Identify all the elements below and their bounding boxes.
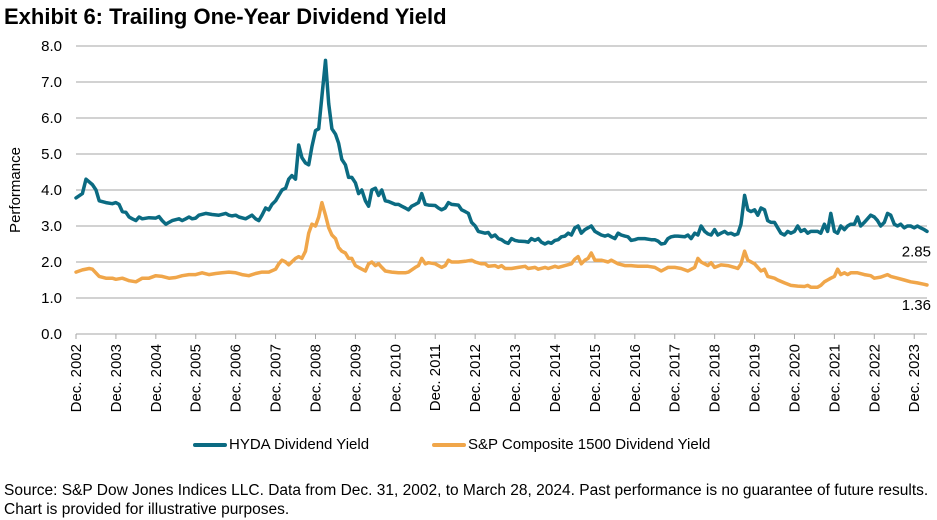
- end-labels: 2.85 1.36: [902, 243, 931, 314]
- y-tick-label: 0.0: [41, 326, 62, 343]
- legend-item-hyda[interactable]: HYDA Dividend Yield: [193, 436, 369, 453]
- x-tick-label: Dec. 2005: [188, 344, 205, 412]
- x-tick-label: Dec. 2007: [268, 344, 285, 412]
- y-tick-label: 6.0: [41, 110, 62, 127]
- series-line-sp1500[interactable]: [74, 200, 929, 289]
- series-lines: [74, 58, 929, 289]
- legend-label-hyda: HYDA Dividend Yield: [229, 436, 370, 453]
- x-tick-label: Dec. 2013: [507, 344, 524, 412]
- x-tick-label: Dec. 2021: [826, 344, 843, 412]
- source-footnote: Source: S&P Dow Jones Indices LLC. Data …: [4, 482, 929, 518]
- line-chart: 0.01.02.03.04.05.06.07.08.0 Dec. 2002 Dec…: [7, 38, 931, 412]
- x-tick-label: Dec. 2015: [587, 344, 604, 412]
- gridlines: [76, 45, 927, 299]
- legend-label-sp1500: S&P Composite 1500 Dividend Yield: [468, 436, 711, 453]
- x-tick-label: Dec. 2011: [427, 344, 444, 411]
- y-axis-ticks: 0.0 1.0 2.0 3.0 4.0 5.0 6.0 7.0 8.0: [41, 38, 62, 343]
- y-tick-label: 7.0: [41, 74, 62, 91]
- legend: HYDA Dividend Yield S&P Composite 1500 D…: [0, 436, 937, 456]
- legend-swatch-sp1500: [432, 442, 466, 447]
- end-label-hyda: 2.85: [902, 243, 931, 260]
- x-tick-label: Dec. 2009: [347, 344, 364, 412]
- x-tick-label: Dec. 2002: [68, 344, 85, 412]
- x-tick-label: Dec. 2016: [627, 344, 644, 412]
- y-tick-label: 4.0: [41, 182, 62, 199]
- x-tick-label: Dec. 2006: [228, 344, 245, 412]
- x-tick-label: Dec. 2017: [667, 344, 684, 412]
- legend-swatch-hyda: [193, 442, 227, 447]
- x-tick-label: Dec. 2003: [108, 344, 125, 412]
- end-label-sp1500: 1.36: [902, 297, 931, 314]
- y-axis-label: Performance: [7, 147, 24, 233]
- x-tick-label: Dec. 2020: [786, 344, 803, 412]
- chart-title: Exhibit 6: Trailing One-Year Dividend Yi…: [4, 4, 447, 29]
- x-axis: Dec. 2002 Dec. 2003 Dec. 2004 Dec. 2005 Dec.…: [68, 333, 927, 412]
- x-tick-label: Dec. 2010: [387, 344, 404, 412]
- y-tick-label: 5.0: [41, 146, 62, 163]
- series-line-hyda[interactable]: [74, 58, 929, 246]
- x-tick-label: Dec. 2008: [307, 344, 324, 412]
- x-tick-label: Dec. 2012: [467, 344, 484, 412]
- y-tick-label: 2.0: [41, 254, 62, 271]
- x-tick-label: Dec. 2019: [747, 344, 764, 412]
- y-tick-label: 1.0: [41, 290, 62, 307]
- x-tick-label: Dec. 2014: [547, 344, 564, 412]
- x-tick-label: Dec. 2004: [148, 344, 165, 412]
- y-tick-label: 3.0: [41, 218, 62, 235]
- x-tick-label: Dec. 2023: [906, 344, 923, 412]
- legend-item-sp1500[interactable]: S&P Composite 1500 Dividend Yield: [432, 436, 710, 453]
- y-tick-label: 8.0: [41, 38, 62, 55]
- x-tick-label: Dec. 2022: [866, 344, 883, 412]
- x-tick-label: Dec. 2018: [707, 344, 724, 412]
